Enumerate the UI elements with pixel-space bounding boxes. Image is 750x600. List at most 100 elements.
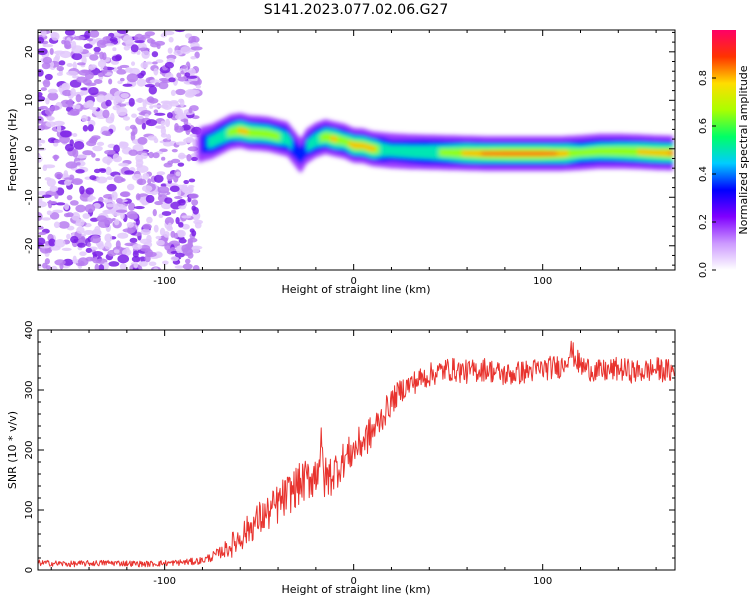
noise-blob (105, 99, 112, 107)
noise-blob (119, 64, 130, 69)
noise-blob (49, 212, 60, 220)
noise-blob (56, 125, 62, 133)
noise-blob (45, 121, 56, 128)
noise-blob (152, 61, 158, 65)
noise-blob (160, 126, 167, 136)
noise-blob (79, 185, 85, 195)
noise-blob (132, 267, 139, 270)
noise-blob (76, 226, 85, 234)
noise-blob (72, 148, 79, 158)
noise-blob (190, 56, 197, 60)
noise-blob (137, 115, 144, 119)
noise-blob (117, 66, 123, 70)
noise-blob (66, 62, 73, 67)
noise-blob (194, 51, 200, 59)
noise-blob (183, 179, 190, 185)
noise-blob (95, 157, 101, 162)
noise-blob (175, 216, 180, 225)
noise-blob (42, 79, 51, 88)
noise-blob (190, 245, 200, 254)
noise-blob (154, 82, 161, 87)
noise-blob (161, 79, 171, 84)
noise-blob (141, 50, 150, 59)
noise-blob (161, 156, 166, 161)
noise-blob (83, 229, 95, 235)
noise-blob (62, 258, 74, 266)
noise-blob (181, 223, 190, 230)
noise-blob (77, 242, 86, 248)
noise-blob (72, 61, 77, 70)
noise-blob (167, 222, 173, 230)
noise-blob (125, 125, 130, 131)
noise-blob (122, 116, 131, 121)
noise-blob (96, 215, 107, 222)
noise-blob (41, 30, 47, 37)
noise-blob (131, 113, 137, 118)
noise-blob (176, 245, 182, 254)
noise-blob (98, 264, 105, 270)
noise-blob (42, 262, 48, 269)
spectrogram-ylabel: Frequency (Hz) (6, 109, 19, 192)
noise-blob (128, 149, 138, 156)
noise-blob (86, 140, 97, 147)
noise-blob (133, 261, 139, 269)
noise-blob (131, 61, 136, 66)
noise-blob (166, 112, 173, 119)
snr-xlabel: Height of straight line (km) (281, 583, 430, 596)
noise-blob (170, 255, 179, 262)
noise-blob (145, 119, 157, 127)
noise-blob (104, 149, 116, 155)
noise-blob (169, 185, 180, 193)
noise-blob (174, 265, 184, 269)
noise-blob (112, 153, 120, 162)
noise-blob (135, 98, 145, 103)
noise-blob (154, 200, 163, 206)
noise-blob (175, 141, 187, 146)
x-tick-label: 0 (350, 276, 356, 287)
noise-blob (73, 35, 86, 41)
noise-blob (102, 156, 113, 164)
noise-blob (44, 108, 54, 116)
noise-blob (88, 65, 96, 70)
noise-blob (86, 242, 92, 248)
noise-blob (38, 190, 48, 196)
noise-blob (175, 88, 186, 96)
noise-blob (66, 194, 73, 201)
noise-blob (136, 178, 147, 186)
noise-blob (184, 258, 191, 264)
noise-blob (59, 130, 72, 138)
noise-blob (180, 65, 188, 69)
noise-blob (58, 60, 66, 66)
noise-blob (45, 97, 50, 105)
noise-blob (135, 193, 141, 201)
noise-blob (49, 48, 54, 55)
noise-blob (136, 78, 146, 87)
noise-blob (139, 244, 151, 252)
noise-blob (113, 176, 124, 184)
noise-blob (170, 89, 176, 97)
noise-blob (116, 30, 129, 34)
noise-blob (129, 213, 138, 220)
noise-blob (111, 191, 118, 201)
noise-blob (160, 183, 168, 187)
noise-blob (160, 33, 168, 38)
noise-blob (64, 143, 74, 152)
noise-blob (181, 215, 192, 219)
noise-blob (41, 194, 52, 198)
noise-blob (94, 263, 100, 270)
y-tick-label: 300 (24, 380, 35, 399)
noise-blob (174, 114, 185, 120)
noise-blob (89, 54, 99, 61)
noise-blob (141, 122, 146, 130)
noise-blob (75, 204, 86, 213)
noise-blob (38, 69, 44, 77)
noise-blob (183, 119, 189, 126)
noise-blob (108, 261, 120, 267)
noise-blob (66, 70, 78, 76)
noise-blob (186, 153, 192, 162)
noise-blob (84, 204, 96, 213)
x-tick-label: -100 (153, 276, 176, 287)
noise-blob (189, 80, 201, 85)
noise-blob (97, 72, 105, 77)
noise-blob (151, 51, 159, 58)
